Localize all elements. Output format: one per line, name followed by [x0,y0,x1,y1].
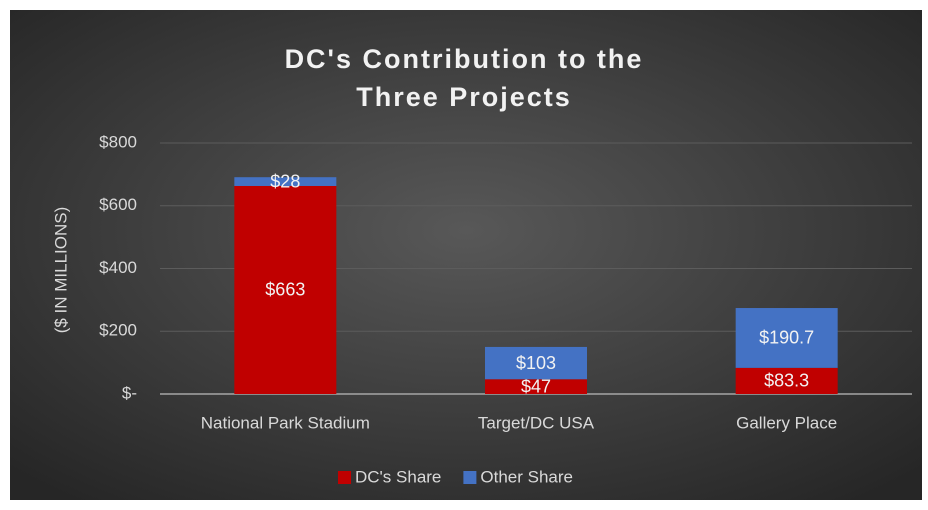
chart-title: DC's Contribution to the Three Projects [284,44,644,112]
bar-segment [234,177,337,186]
x-tick-label: Gallery Place [736,413,837,432]
legend-label: DC's Share [355,467,441,486]
y-tick-label: $- [122,383,137,402]
data-label: $663 [265,280,305,300]
bar-segment [485,379,587,394]
y-axis-label: ($ IN MILLIONS) [51,207,70,334]
bar-segment [485,346,587,380]
x-tick-label: National Park Stadium [201,413,370,432]
data-label: $103 [516,353,556,373]
bar-segment [234,185,337,394]
legend-label: Other Share [480,467,573,486]
bar-segment [735,367,838,394]
y-tick-label: $600 [99,195,137,214]
y-tick-label: $800 [99,132,137,151]
y-tick-label: $400 [99,258,137,277]
data-label: $28 [270,171,300,191]
chart-background [10,10,922,500]
x-tick-label: Target/DC USA [478,413,595,432]
legend-swatch [463,471,477,484]
data-label: $190.7 [759,328,814,348]
legend-swatch [338,471,351,484]
y-tick-label: $200 [99,321,137,340]
bar-segment [735,308,838,368]
data-label: $47 [521,376,551,396]
data-label: $83.3 [764,371,809,391]
